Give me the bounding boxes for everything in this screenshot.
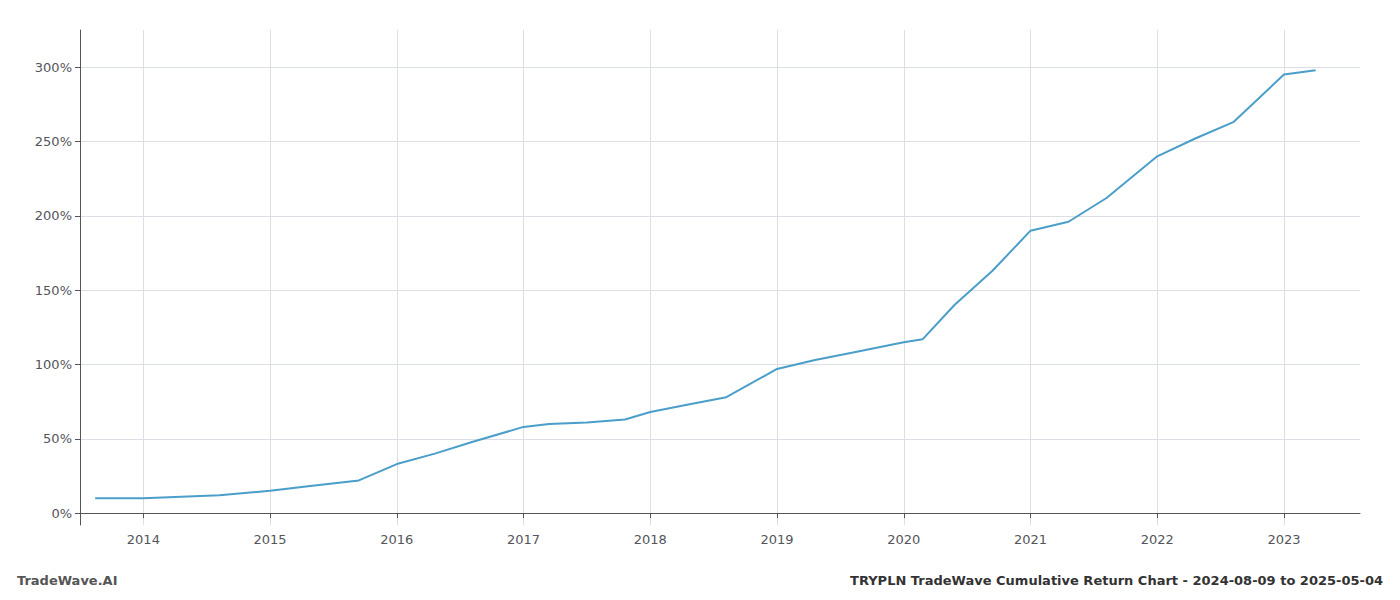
svg-text:2018: 2018 [634, 532, 667, 547]
svg-text:200%: 200% [35, 208, 72, 223]
svg-text:2016: 2016 [380, 532, 413, 547]
svg-text:50%: 50% [43, 431, 72, 446]
svg-text:TRYPLN TradeWave Cumulative Re: TRYPLN TradeWave Cumulative Return Chart… [850, 573, 1383, 588]
svg-text:300%: 300% [35, 60, 72, 75]
svg-text:100%: 100% [35, 357, 72, 372]
svg-text:0%: 0% [51, 506, 72, 521]
svg-text:2017: 2017 [507, 532, 540, 547]
svg-text:2021: 2021 [1014, 532, 1047, 547]
svg-text:2020: 2020 [887, 532, 920, 547]
svg-text:2014: 2014 [127, 532, 160, 547]
svg-text:TradeWave.AI: TradeWave.AI [17, 573, 118, 588]
svg-text:2015: 2015 [254, 532, 287, 547]
svg-text:2022: 2022 [1141, 532, 1174, 547]
svg-text:150%: 150% [35, 283, 72, 298]
svg-text:2023: 2023 [1267, 532, 1300, 547]
svg-text:250%: 250% [35, 134, 72, 149]
svg-text:2019: 2019 [760, 532, 793, 547]
